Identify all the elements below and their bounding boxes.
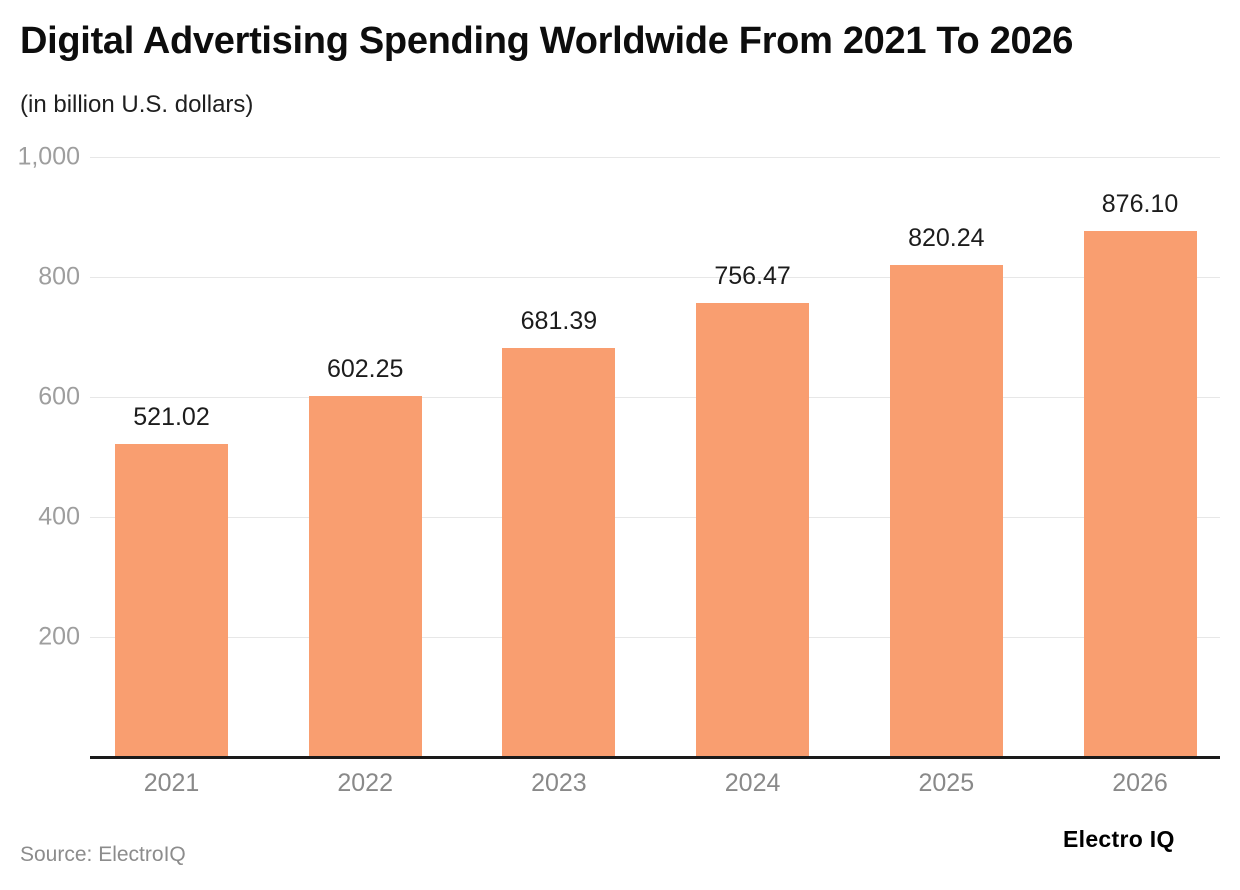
gridline-400: 400 [38,503,1220,531]
x-axis-label-2024: 2024 [724,769,781,797]
bar-value-label: 876.10 [1101,190,1179,219]
bar-2024 [696,303,810,757]
x-axis-label-2021: 2021 [143,769,200,797]
gridline-200: 200 [38,623,1220,651]
y-axis-tick-label: 400 [38,502,80,531]
x-axis-label-2022: 2022 [337,769,393,797]
bar-value-label: 820.24 [908,223,985,252]
chart-title: Digital Advertising Spending Worldwide F… [20,20,1074,62]
y-axis-tick-label: 1,000 [17,142,80,171]
bar-value-label: 756.47 [714,262,791,291]
bar-value-label: 602.25 [326,354,404,383]
x-axis-label-2026: 2026 [1112,769,1168,797]
bar-2022 [308,395,422,757]
bar-2021 [115,444,228,757]
gridline-800: 800 [38,263,1220,291]
bar-2025 [889,264,1003,757]
bar-value-label: 681.39 [520,307,598,336]
bar-value-label: 521.02 [133,403,210,432]
x-axis-label-2025: 2025 [918,769,975,797]
source-text: Source: ElectroIQ [20,843,186,866]
bar-2026 [1083,231,1197,757]
x-axis-line [90,756,1220,759]
brand-logo: Electro IQ [1063,826,1175,852]
chart-subtitle: (in billion U.S. dollars) [20,91,254,118]
plot-area: 200 400 600 800 1,000 521.02 2021 602.25 2022 681… [17,143,1220,797]
y-axis-tick-label: 800 [38,262,80,291]
x-axis-label-2023: 2023 [531,769,587,797]
y-axis-tick-label: 600 [38,382,80,411]
y-axis-tick-label: 200 [38,622,80,651]
gridline-1000: 1,000 [17,143,1220,171]
gridline-600: 600 [38,383,1220,411]
bar-2023 [502,348,616,757]
